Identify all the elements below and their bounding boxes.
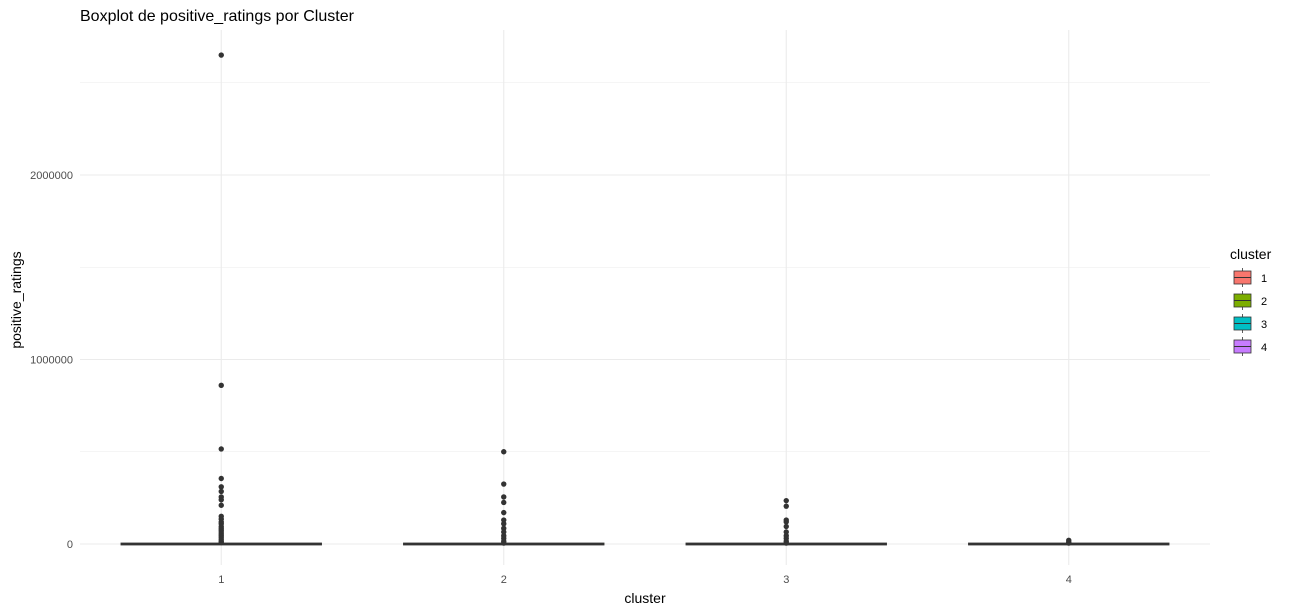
y-tick-label: 0 [67,539,73,551]
legend: cluster 1 2 3 4 [1230,246,1272,356]
outlier-point [218,497,224,503]
outlier-point [501,517,507,523]
x-tick-label: 3 [783,574,789,586]
outlier-point [218,382,224,389]
outlier-point [501,481,507,487]
outlier-point [783,519,789,525]
outlier-point [218,484,224,490]
outlier-point [501,449,507,455]
y-tick-label: 2000000 [30,170,73,182]
outlier-point [783,497,789,504]
x-tick-label: 4 [1066,574,1072,586]
outlier-point [218,475,224,482]
outlier-point [501,521,507,527]
outlier-point [218,446,224,452]
box-layer [120,52,1170,546]
y-axis-title: positive_ratings [8,251,24,348]
outlier-point [783,540,789,546]
outlier-point [501,494,507,500]
legend-title: cluster [1230,246,1272,262]
x-tick-label: 2 [501,574,507,586]
outlier-point [501,529,507,535]
outlier-point [501,509,507,516]
legend-label: 1 [1261,273,1267,285]
grid-layer [80,30,1210,565]
outlier-point [1066,540,1072,546]
outlier-point [218,539,224,546]
legend-label: 3 [1261,319,1267,331]
legend-label: 2 [1261,296,1267,308]
outlier-point [783,529,789,535]
outlier-point [218,52,224,58]
outlier-point [501,499,507,506]
x-tick-label: 1 [218,574,224,586]
outlier-point [783,503,789,509]
outlier-point [218,502,224,508]
outlier-point [218,488,224,495]
y-tick-label: 1000000 [30,355,73,367]
ticks-layer: 0 1000000 2000000 1 2 3 4 [30,170,1072,586]
chart-title: Boxplot de positive_ratings por Cluster [80,8,355,25]
outlier-point [783,523,789,530]
x-axis-title: cluster [624,590,666,606]
legend-label: 4 [1261,342,1267,354]
outlier-point [501,540,507,546]
outlier-point [501,525,507,532]
